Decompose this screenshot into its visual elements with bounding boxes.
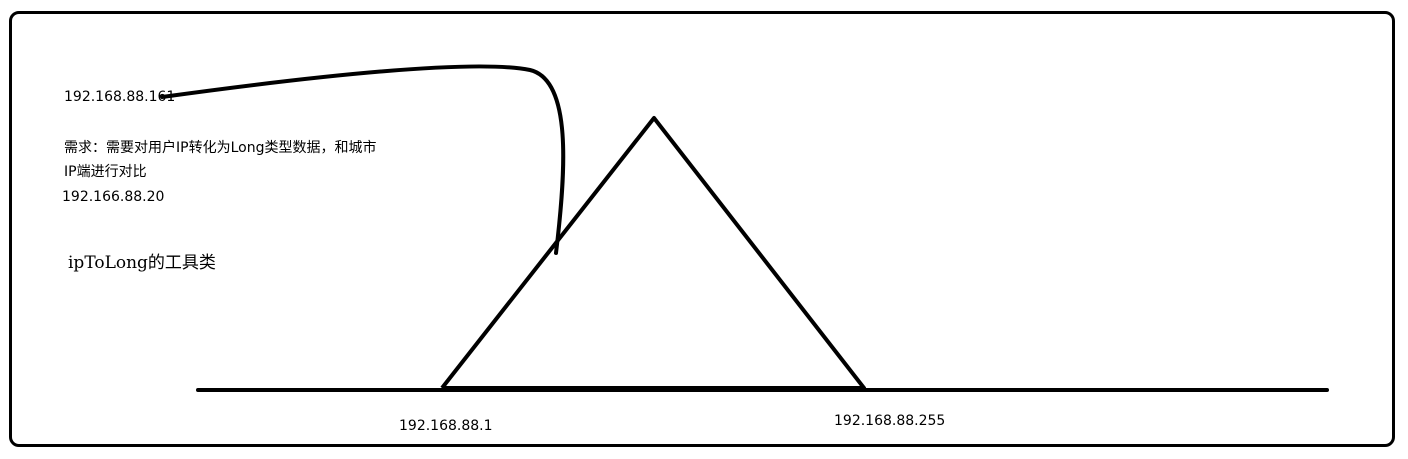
range-start-label: 192.168.88.1 — [399, 418, 493, 434]
source-ip-label: 192.168.88.161 — [64, 89, 176, 105]
requirement-line-2: IP端进行对比 — [64, 164, 147, 180]
example-ip-label: 192.166.88.20 — [62, 189, 165, 205]
whiteboard-frame — [9, 11, 1395, 447]
range-triangle — [440, 116, 866, 390]
tool-class-label: ipToLong的工具类 — [68, 253, 216, 273]
range-end-label: 192.168.88.255 — [834, 413, 946, 429]
pointer-curve — [160, 64, 566, 255]
requirement-note: 需求：需要对用户IP转化为Long类型数据，和城市 IP端进行对比 — [64, 136, 414, 184]
requirement-line-1: 需求：需要对用户IP转化为Long类型数据，和城市 — [64, 140, 377, 156]
